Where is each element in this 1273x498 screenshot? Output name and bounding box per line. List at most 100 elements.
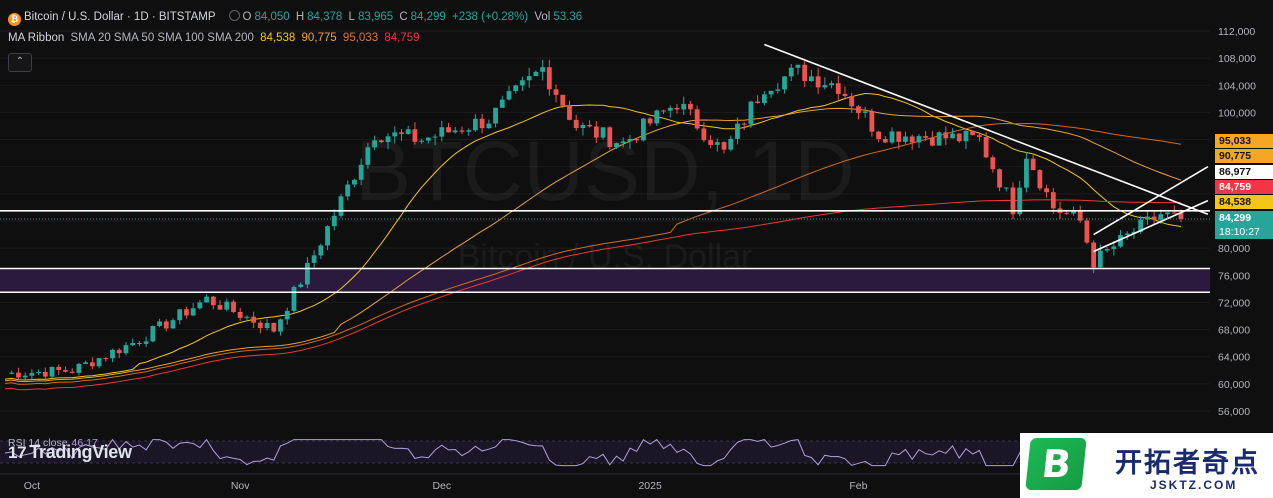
x-tick-label: Dec	[432, 480, 451, 492]
candle-body	[392, 132, 398, 137]
candle-body	[970, 130, 976, 136]
candle-body	[9, 372, 15, 374]
candle-body	[755, 101, 761, 104]
grid-lines	[0, 30, 1210, 412]
candles	[9, 59, 1184, 381]
candle-body	[1050, 192, 1056, 209]
candle-body	[513, 85, 519, 92]
open-label: O	[242, 11, 252, 23]
trendline	[764, 43, 1209, 215]
candle-body	[896, 131, 902, 142]
candle-body	[950, 133, 955, 139]
candle-body	[694, 109, 700, 129]
open-value: 84,050	[254, 11, 290, 23]
candle-body	[177, 309, 183, 321]
low-value: 83,965	[357, 11, 394, 23]
x-tick-label: Oct	[24, 480, 40, 492]
candle-body	[580, 124, 586, 128]
price-tag: 84,759	[1215, 180, 1273, 194]
candle-body	[856, 106, 861, 113]
candle-body	[862, 111, 868, 113]
price-tag: 86,977	[1215, 165, 1273, 179]
candle-body	[983, 137, 989, 158]
candle-body	[103, 358, 109, 360]
candle-body	[405, 129, 411, 134]
candle-body	[210, 296, 216, 306]
candle-body	[526, 76, 532, 81]
y-tick-label: 104,000	[1218, 80, 1256, 92]
x-tick-label: 2025	[638, 480, 662, 492]
candle-body	[385, 136, 391, 143]
candle-body	[1138, 219, 1144, 232]
y-tick-label: 72,000	[1218, 297, 1250, 309]
indicator-legend[interactable]: MA Ribbon SMA 20 SMA 50 SMA 100 SMA 200 …	[8, 32, 423, 44]
candle-body	[1145, 216, 1150, 220]
candle-body	[593, 126, 599, 138]
candle-body	[1064, 212, 1070, 214]
trendlines	[764, 43, 1209, 253]
candle-body	[1165, 212, 1170, 215]
candle-body	[728, 138, 734, 150]
tradingview-mark-icon: 17	[8, 443, 27, 462]
candle-body	[748, 101, 754, 125]
candle-body	[782, 76, 787, 90]
candle-body	[257, 322, 263, 329]
candle-body	[1111, 246, 1117, 250]
candle-body	[842, 93, 848, 97]
rsi-pane	[0, 432, 1210, 474]
candle-body	[412, 129, 418, 142]
candle-body	[667, 107, 673, 111]
candle-body	[647, 118, 653, 124]
rsi-legend[interactable]: RSI 14 close 46.17	[8, 437, 98, 449]
candle-body	[1024, 158, 1029, 188]
candle-body	[923, 136, 929, 138]
market-status-icon[interactable]	[228, 10, 240, 21]
candle-body	[916, 136, 922, 143]
collapse-legend-button[interactable]: ⌃	[8, 53, 32, 72]
candle-body	[399, 132, 404, 134]
sma50-line	[4, 107, 1182, 383]
rsi-band	[0, 441, 1210, 463]
candle-body	[1077, 211, 1083, 221]
candle-body	[977, 135, 982, 138]
candle-body	[849, 96, 855, 107]
candle-body	[802, 64, 808, 82]
sma20-line	[4, 92, 1182, 381]
level-lines	[0, 210, 1210, 294]
candle-body	[96, 358, 102, 367]
candle-body	[876, 131, 881, 139]
sma200-line	[4, 199, 1182, 391]
symbol-title[interactable]: Bitcoin / U.S. Dollar · 1D · BITSTAMP	[24, 11, 216, 23]
candle-body	[681, 103, 687, 110]
candle-body	[231, 301, 236, 312]
trendline	[1093, 199, 1209, 253]
candle-body	[573, 119, 579, 128]
candle-body	[815, 76, 821, 88]
tradingview-logo[interactable]: 17 TradingView	[8, 442, 132, 463]
candle-body	[1010, 187, 1016, 215]
candle-body	[143, 341, 149, 344]
candle-body	[1118, 235, 1123, 247]
candle-body	[76, 363, 82, 373]
candle-body	[352, 179, 357, 185]
candle-body	[889, 131, 895, 143]
candle-body	[244, 316, 250, 318]
candle-body	[237, 311, 243, 318]
candle-body	[1131, 231, 1137, 234]
candle-body	[788, 67, 794, 77]
ma-lines	[4, 92, 1182, 391]
candle-body	[741, 123, 747, 125]
sma200-value: 84,759	[384, 32, 420, 44]
close-label: C	[399, 11, 408, 23]
candle-body	[1097, 250, 1103, 268]
trendline	[1093, 166, 1209, 236]
candle-body	[829, 83, 834, 86]
candle-body	[83, 362, 89, 364]
candle-body	[661, 110, 666, 112]
candle-body	[325, 226, 330, 246]
candle-body	[1104, 249, 1110, 251]
candle-body	[1071, 211, 1076, 214]
candle-body	[63, 369, 68, 372]
candle-body	[540, 67, 545, 72]
